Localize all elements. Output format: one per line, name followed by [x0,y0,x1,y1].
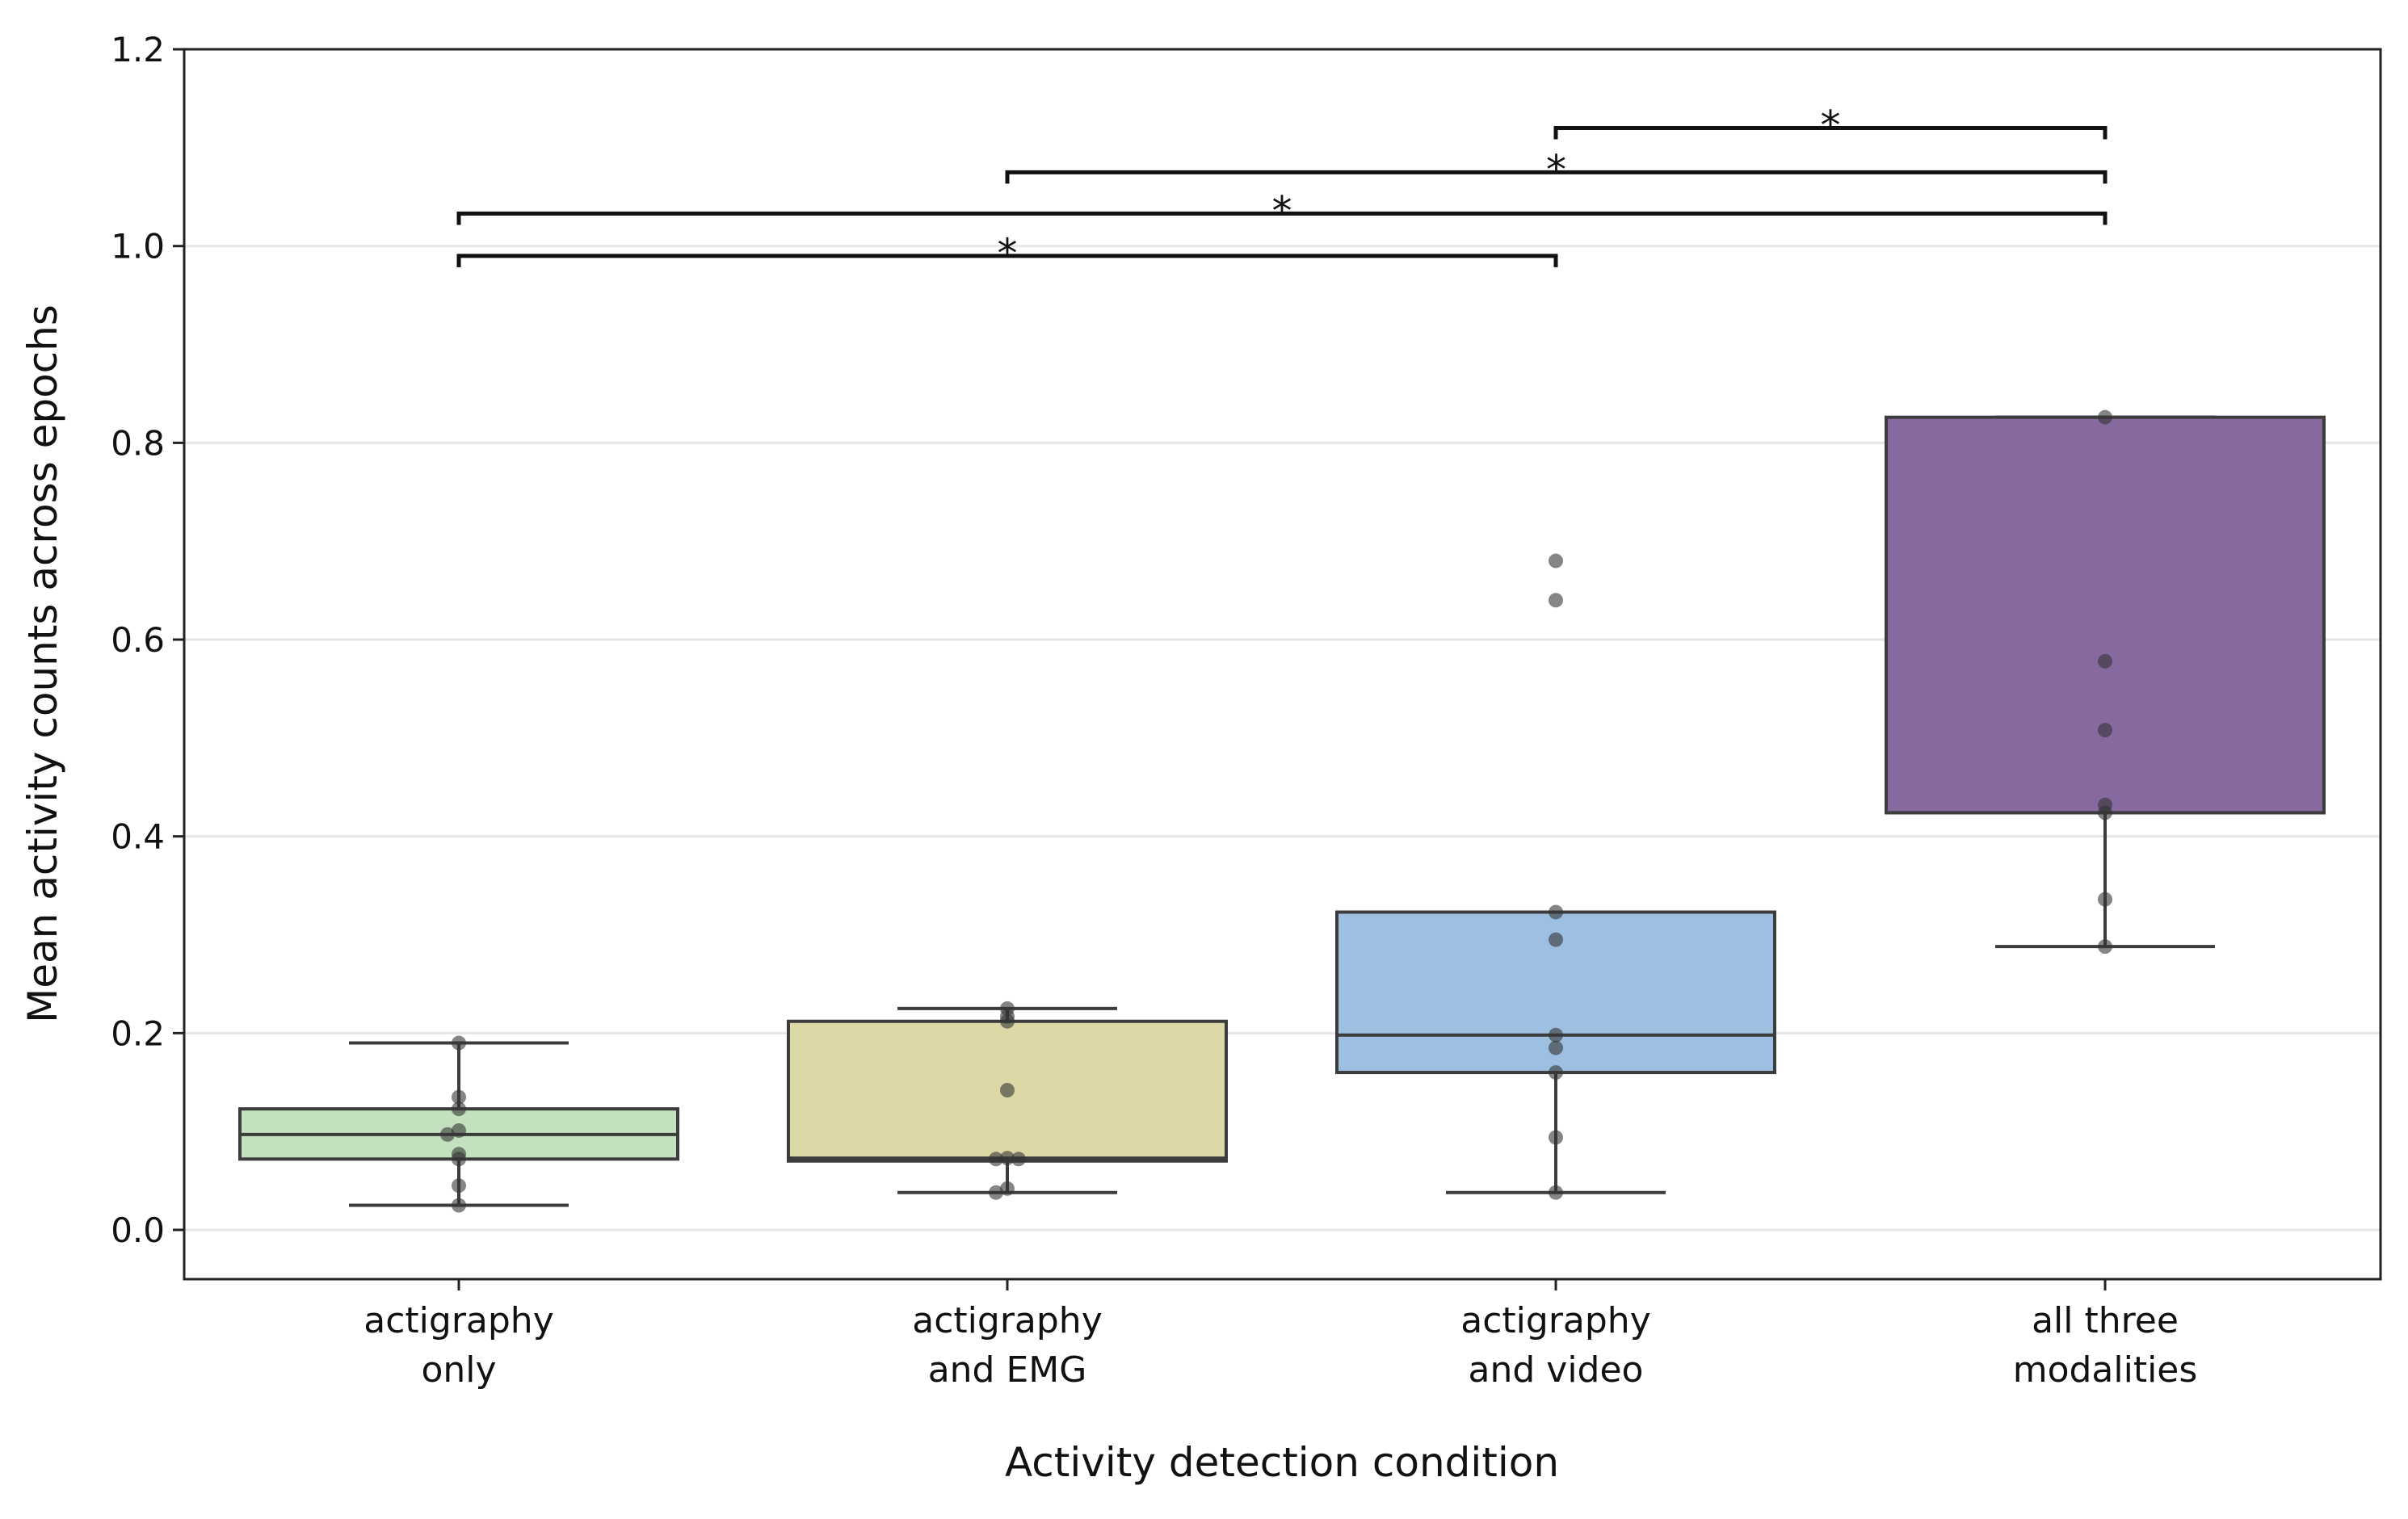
grid-lines [184,245,2381,1232]
x-tick-label: and EMG [928,1349,1087,1391]
data-point [1549,553,1563,569]
data-point [1549,593,1563,608]
data-point [452,1089,466,1105]
data-point [1000,1083,1015,1098]
bracket-line [1553,126,2108,140]
bracket-line [456,211,2108,225]
significance-star: * [1821,103,1841,149]
y-axis: 0.0 0.2 0.4 0.6 0.8 1.0 1.2 [111,30,184,1250]
data-point [1549,1027,1563,1043]
x-tick-label: actigraphy [1460,1300,1650,1341]
data-point [2098,653,2112,669]
significance-bracket: * [1553,103,2108,149]
data-point [452,1152,466,1167]
x-tick-label: and video [1469,1349,1644,1391]
data-point [989,1185,1003,1200]
data-point [1549,1130,1563,1145]
y-tick-label: 0.4 [111,817,165,857]
data-point [2098,723,2112,738]
significance-bracket: * [456,187,2108,234]
x-tick-label: all three [2032,1300,2179,1341]
data-point [1549,1185,1563,1200]
x-axis: actigraphy only actigraphy and EMG actigraph… [364,1279,2197,1391]
data-point [2098,805,2112,820]
data-point [1000,1181,1015,1196]
significance-brackets: * * * * [456,103,2108,277]
boxes [238,409,2326,1213]
bracket-line [1005,170,2108,184]
significance-star: * [1546,146,1566,193]
significance-star: * [998,230,1018,277]
data-point [452,1178,466,1194]
data-point [1549,932,1563,947]
significance-bracket: * [1005,146,2108,193]
data-point [452,1122,466,1138]
data-point [1011,1152,1026,1167]
significance-bracket: * [456,230,1558,277]
x-tick-label: only [421,1349,496,1391]
data-point [2098,409,2112,425]
x-tick-label: actigraphy [364,1300,553,1341]
data-point [1549,904,1563,920]
box-group [1885,409,2326,955]
box-group [238,1035,679,1213]
data-point [2098,892,2112,907]
box-group [1335,553,1776,1200]
data-point [440,1127,455,1142]
box [1885,415,2326,815]
data-point [1549,1040,1563,1055]
bracket-line [456,254,1558,267]
significance-star: * [1272,187,1292,234]
data-point [1549,1065,1563,1081]
y-tick-label: 0.6 [111,620,165,660]
x-tick-label: modalities [2013,1349,2198,1391]
y-tick-label: 0.0 [111,1211,165,1250]
y-tick-label: 0.8 [111,423,165,463]
data-point [452,1035,466,1051]
x-axis-label: Activity detection condition [1005,1439,1559,1486]
box-group [787,1001,1228,1200]
data-point [1000,1013,1015,1029]
plot-frame [183,48,2382,1281]
data-point [2098,939,2112,955]
data-point [989,1152,1003,1167]
data-point [1000,1151,1015,1166]
y-tick-label: 1.2 [111,30,165,69]
y-axis-label: Mean activity counts across epochs [19,304,66,1023]
data-point [452,1101,466,1117]
y-tick-label: 0.2 [111,1013,165,1053]
y-tick-label: 1.0 [111,227,165,266]
x-tick-label: actigraphy [912,1300,1102,1341]
data-point [452,1198,466,1213]
